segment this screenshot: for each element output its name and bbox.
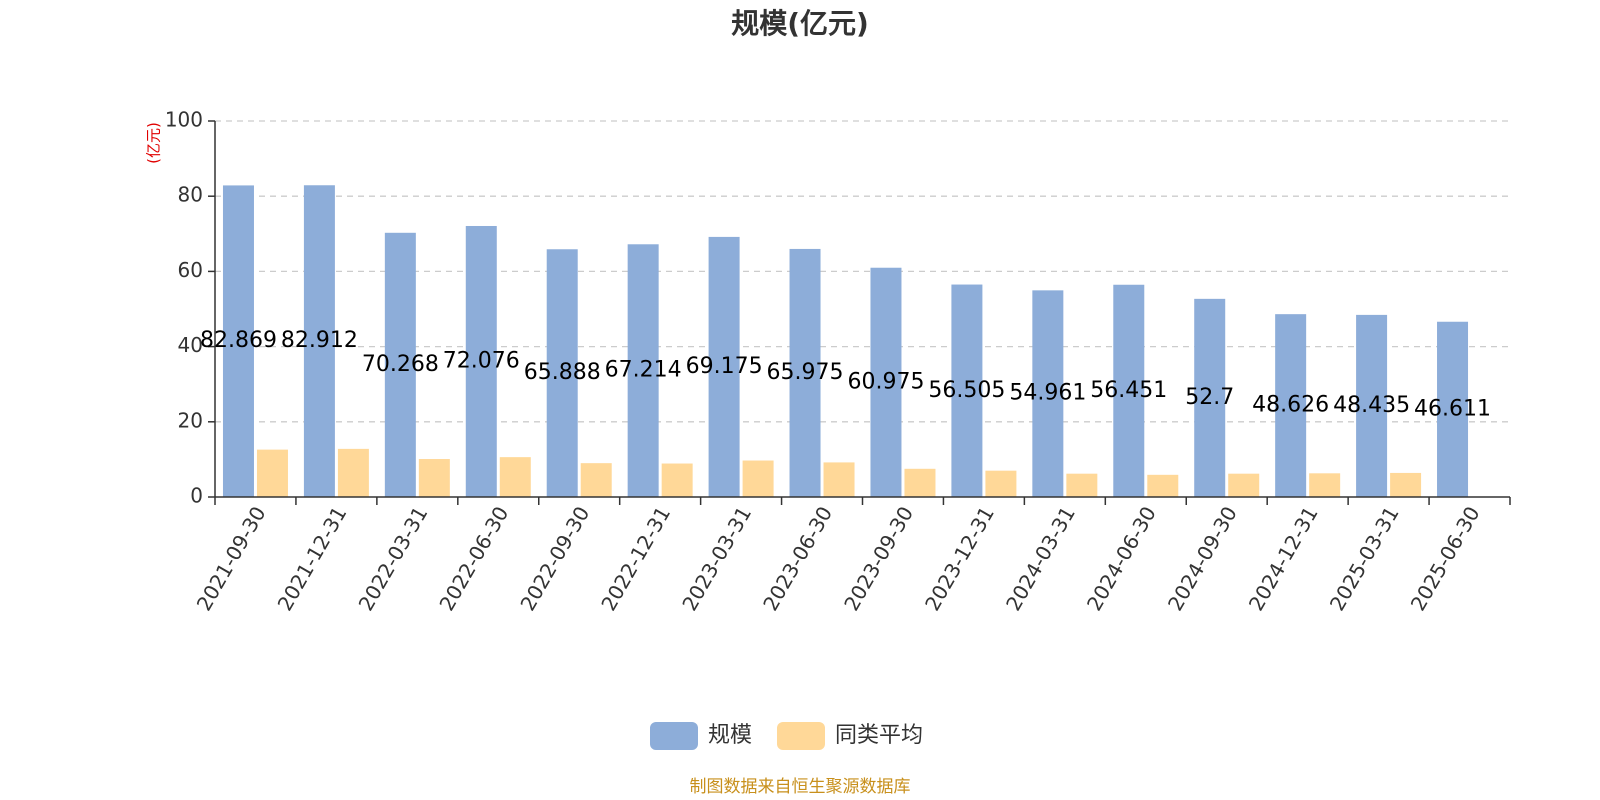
legend-label: 同类平均 (835, 723, 923, 748)
x-tick-label: 2025-03-31 (1325, 502, 1404, 615)
x-tick-label: 2025-06-30 (1406, 502, 1485, 615)
x-tick-label: 2024-09-30 (1163, 502, 1242, 615)
legend-swatch (650, 722, 698, 750)
bar-scale (384, 232, 416, 498)
bar-scale (951, 284, 983, 497)
bar-value-label: 46.611 (1414, 396, 1491, 421)
bar-value-label: 65.975 (767, 360, 844, 385)
y-tick-label: 20 (178, 408, 203, 432)
y-tick-label: 80 (178, 183, 203, 207)
bar-value-label: 72.076 (443, 348, 520, 373)
bar-scale (546, 249, 578, 497)
y-tick-label: 100 (165, 108, 203, 132)
bar-value-label: 65.888 (524, 360, 601, 385)
y-tick-label: 0 (190, 484, 203, 508)
bar-scale (708, 236, 740, 498)
x-tick-label: 2024-12-31 (1244, 502, 1323, 615)
bar-value-label: 54.961 (1009, 381, 1086, 406)
bar-scale (789, 248, 821, 497)
y-axis: 0 20 40 60 80 100 (165, 108, 216, 508)
bar-peer-average (742, 460, 774, 497)
x-tick-label: 2022-03-31 (354, 502, 433, 615)
bar-peer-average (1066, 473, 1098, 497)
bar-value-label: 56.505 (928, 378, 1005, 403)
bar-scale (222, 185, 254, 497)
bar-scale (1194, 298, 1226, 497)
x-tick-label: 2024-03-31 (1001, 502, 1080, 615)
bar-peer-average (904, 468, 936, 497)
bars-group (222, 185, 1469, 498)
bar-peer-average (1309, 473, 1341, 497)
y-axis-unit-label: (亿元) (145, 122, 163, 164)
legend: 规模 同类平均 (650, 722, 923, 750)
x-tick-label: 2021-09-30 (192, 502, 271, 615)
bar-scale (303, 185, 335, 497)
bar-peer-average (1147, 474, 1179, 497)
bar-value-label: 48.626 (1252, 393, 1329, 418)
bar-scale (1113, 284, 1145, 497)
bar-scale (1437, 321, 1469, 497)
x-tick-label: 2022-12-31 (596, 502, 675, 615)
x-axis: 2021-09-30 2021-12-31 2022-03-31 2022-06-30… (192, 496, 1511, 615)
bar-peer-average (580, 463, 612, 497)
legend-swatch (777, 722, 825, 750)
y-tick-label: 60 (178, 258, 203, 282)
bar-value-label: 67.214 (605, 358, 682, 383)
bar-peer-average (337, 448, 369, 497)
bar-value-label: 56.451 (1090, 378, 1167, 403)
bar-scale (1356, 314, 1388, 497)
bar-scale (627, 244, 659, 497)
bar-scale (870, 267, 902, 497)
x-tick-label: 2022-09-30 (515, 502, 594, 615)
x-tick-label: 2023-12-31 (920, 502, 999, 615)
bar-peer-average (256, 449, 288, 497)
y-tick-label: 40 (178, 333, 203, 357)
bar-peer-average (985, 470, 1017, 497)
bar-peer-average (499, 457, 531, 497)
bar-value-label: 69.175 (686, 354, 763, 379)
source-note: 制图数据来自恒生聚源数据库 (690, 777, 911, 797)
bar-scale (1275, 314, 1307, 497)
bar-value-label: 82.869 (200, 328, 277, 353)
bar-peer-average (661, 463, 693, 497)
bar-scale (1032, 290, 1064, 497)
bar-value-label: 70.268 (362, 352, 439, 377)
bar-value-label: 48.435 (1333, 393, 1410, 418)
legend-label: 规模 (708, 723, 752, 748)
x-tick-label: 2023-09-30 (839, 502, 918, 615)
bar-peer-average (1390, 472, 1422, 497)
x-tick-label: 2021-12-31 (273, 502, 352, 615)
bar-value-label: 52.7 (1185, 385, 1234, 410)
bar-value-label: 60.975 (847, 369, 924, 394)
bar-value-label: 82.912 (281, 328, 358, 353)
x-tick-label: 2023-06-30 (758, 502, 837, 615)
x-tick-label: 2024-06-30 (1082, 502, 1161, 615)
x-tick-label: 2022-06-30 (434, 502, 513, 615)
bar-peer-average (823, 462, 855, 497)
bar-peer-average (1228, 473, 1260, 497)
x-tick-label: 2023-03-31 (677, 502, 756, 615)
bar-peer-average (418, 459, 450, 497)
chart-title: 规模(亿元) (731, 7, 869, 40)
bar-scale (465, 225, 497, 497)
